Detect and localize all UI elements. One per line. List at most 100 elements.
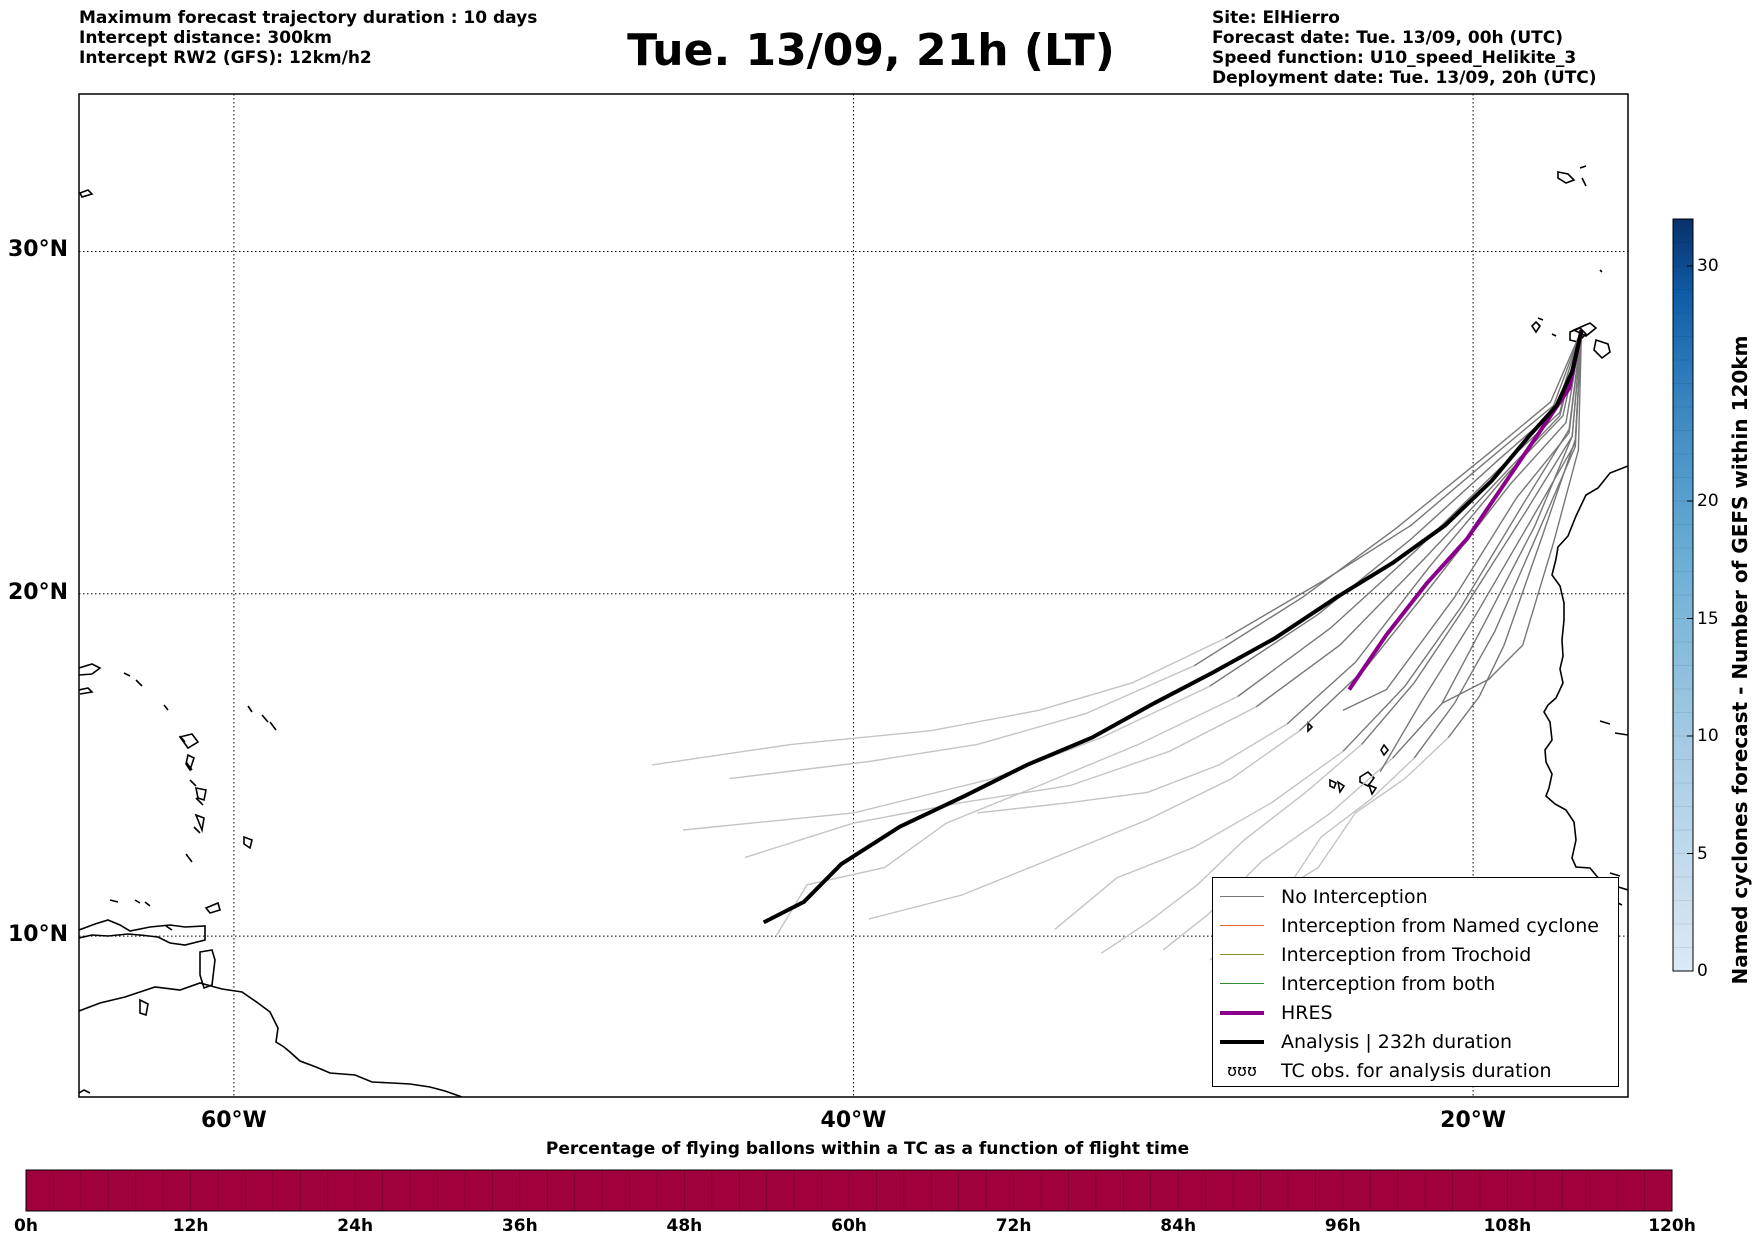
- colorbar-tick-label: 10: [1697, 726, 1719, 746]
- percentage-bar-tick-label: 108h: [1483, 1216, 1532, 1236]
- legend-item-hres: HRES: [1213, 998, 1618, 1027]
- colorbar-label: Named cyclones forecast - Number of GEFS…: [1728, 335, 1752, 985]
- percentage-bar-tick-label: 12h: [172, 1216, 209, 1236]
- island-canary-3: [1593, 338, 1611, 360]
- coast-africa-2: [1599, 720, 1628, 736]
- gefs-trajectory-tail: [683, 685, 1211, 831]
- gefs-trajectory: [1441, 330, 1583, 704]
- gefs-trajectory-tail: [651, 637, 1226, 766]
- island-savage: [1599, 269, 1603, 273]
- percentage-bar-tick-label: 84h: [1160, 1216, 1197, 1236]
- page-title: Tue. 13/09, 21h (LT): [627, 25, 1115, 76]
- header-right-line: Deployment date: Tue. 13/09, 20h (UTC): [1212, 68, 1597, 88]
- island-cape-verde-2: [1359, 770, 1376, 788]
- hres-trajectory: [1347, 329, 1584, 691]
- island-cape-verde-4: [1329, 778, 1338, 790]
- header-left-line: Intercept RW2 (GFS): 12km/h2: [79, 48, 372, 68]
- header-left-info: Maximum forecast trajectory duration : 1…: [79, 8, 537, 68]
- colorbar-tick-label: 15: [1697, 608, 1719, 629]
- gefs-trajectory: [1361, 330, 1583, 745]
- tc-symbol-icon: ʊʊʊ: [1227, 1061, 1257, 1080]
- gefs-trajectory-tail: [868, 730, 1301, 920]
- header-right-line: Forecast date: Tue. 13/09, 00h (UTC): [1212, 28, 1563, 48]
- percentage-bar-title: Percentage of flying ballons within a TC…: [545, 1139, 1190, 1159]
- percentage-bar: [25, 1169, 1673, 1212]
- gefs-trajectory-tail: [1054, 750, 1344, 930]
- legend-item-both: Interception from both: [1213, 969, 1618, 998]
- legend-item-trochoid: Interception from Trochoid: [1213, 940, 1618, 969]
- island-guadeloupe: [178, 733, 200, 750]
- coast-south-america: [79, 982, 463, 1097]
- legend-label: HRES: [1281, 1001, 1333, 1024]
- colorbar-tick-label: 20: [1697, 491, 1719, 511]
- island-cape-verde-5: [1307, 721, 1314, 733]
- legend-item-analysis: Analysis | 232h duration: [1213, 1027, 1618, 1056]
- gefs-trajectory-tail: [1100, 743, 1363, 954]
- island-trinidad: [199, 949, 216, 990]
- legend-swatch: [1220, 983, 1264, 984]
- island-cape-verde-1: [1380, 743, 1390, 757]
- longitude-label: 40°W: [820, 1108, 887, 1133]
- legend-swatch: [1220, 954, 1264, 955]
- island-porto-santo: [1579, 165, 1587, 187]
- percentage-bar-tick-label: 36h: [501, 1216, 538, 1236]
- percentage-bar-tick-label: 48h: [666, 1216, 703, 1236]
- header-right-info: Site: ElHierro Forecast date: Tue. 13/09…: [1212, 8, 1597, 88]
- legend-label: Analysis | 232h duration: [1281, 1030, 1513, 1053]
- percentage-bar-ticks: [53, 1170, 1645, 1211]
- percentage-bar-tick-label: 72h: [995, 1216, 1032, 1236]
- legend-item-tc-obs: ʊʊʊ TC obs. for analysis duration: [1213, 1056, 1618, 1085]
- island-bermuda-like: [79, 189, 94, 198]
- header-left-line: Maximum forecast trajectory duration : 1…: [79, 8, 538, 28]
- legend-label: TC obs. for analysis duration: [1281, 1059, 1552, 1082]
- gefs-trajectory: [1193, 329, 1583, 667]
- island-cape-verde-3: [1367, 783, 1378, 796]
- percentage-bar-tick-label: 60h: [831, 1216, 867, 1236]
- header-left-line: Intercept distance: 300km: [79, 28, 332, 48]
- colorbar-tick-label: 30: [1697, 256, 1719, 276]
- island-dominica: [194, 786, 207, 802]
- gefs-trajectory-tail: [1162, 757, 1394, 951]
- island-margarita: [139, 998, 149, 1017]
- legend-item-no-interception: No Interception: [1213, 882, 1618, 911]
- legend-label: Interception from both: [1281, 972, 1496, 995]
- island-canary-1: [1530, 320, 1542, 334]
- island-martinique: [185, 753, 195, 772]
- header-right-line: Site: ElHierro: [1212, 8, 1340, 28]
- analysis-trajectory: [762, 329, 1584, 925]
- coastlines: [79, 165, 1628, 1097]
- colorbar-ticks: [1673, 242, 1693, 972]
- island-prico: [79, 687, 94, 695]
- map-frame: [78, 93, 1629, 1098]
- legend-item-named-cyclone: Interception from Named cyclone: [1213, 911, 1618, 940]
- islands-lesser-antilles: [123, 672, 277, 863]
- legend: No Interception Interception from Named …: [1212, 877, 1619, 1087]
- gefs-trajectory: [1342, 330, 1583, 711]
- coast-central-america: [79, 919, 206, 946]
- percentage-bar-tick-label: 120h: [1648, 1216, 1696, 1236]
- header-right-line: Speed function: U10_speed_Helikite_3: [1212, 48, 1577, 68]
- gefs-trajectory-tail: [977, 723, 1288, 814]
- trajectories: [651, 329, 1584, 961]
- island-cape-verde-6: [1336, 780, 1346, 795]
- island-canary-4: [1537, 317, 1557, 337]
- gefs-trajectory: [1224, 329, 1583, 639]
- legend-label: Interception from Named cyclone: [1281, 914, 1599, 937]
- island-stlucia: [194, 813, 205, 833]
- coast-south-america-2: [79, 1089, 91, 1094]
- legend-swatch: [1220, 1039, 1264, 1044]
- colorbar: [1672, 218, 1694, 972]
- island-hispaniola: [79, 663, 102, 676]
- legend-label: No Interception: [1281, 885, 1428, 908]
- island-madeira: [1557, 171, 1576, 184]
- gefs-trajectory: [1413, 330, 1583, 759]
- legend-swatch: [1220, 896, 1264, 897]
- legend-swatch: [1220, 925, 1264, 926]
- latitude-label: 10°N: [8, 922, 69, 948]
- island-tobago: [204, 901, 221, 914]
- colorbar-tick-label: 5: [1697, 843, 1708, 864]
- gefs-trajectory: [1286, 330, 1583, 725]
- legend-label: Interception from Trochoid: [1281, 943, 1532, 966]
- colorbar-tick-label: 0: [1697, 961, 1708, 981]
- longitude-label: 20°W: [1440, 1108, 1507, 1133]
